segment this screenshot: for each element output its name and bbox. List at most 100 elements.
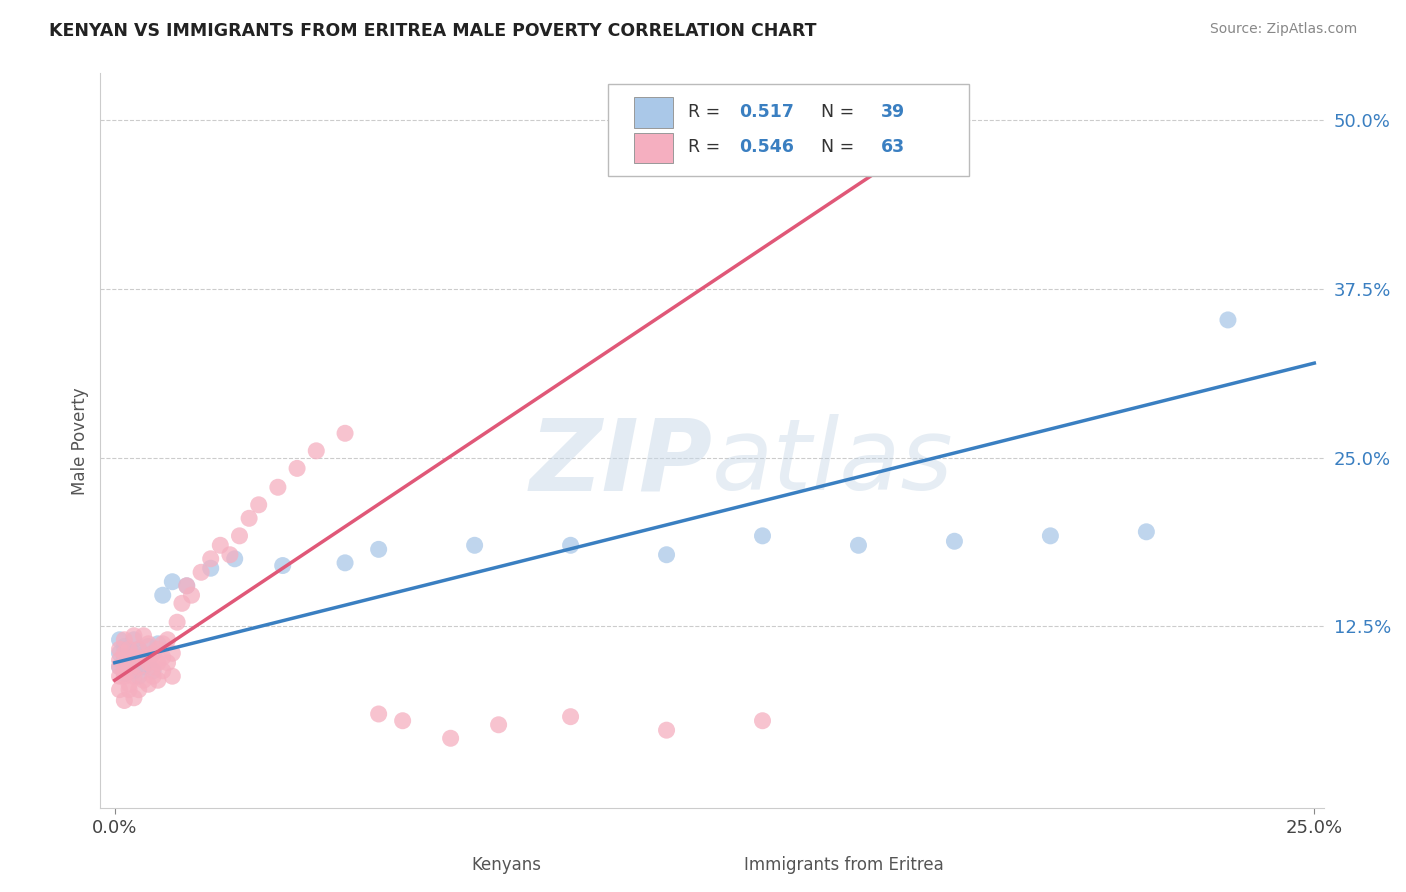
Point	[848, 538, 870, 552]
Point	[142, 646, 165, 660]
Point	[142, 664, 165, 678]
Point	[1135, 524, 1157, 539]
Point	[200, 561, 222, 575]
Y-axis label: Male Poverty: Male Poverty	[72, 387, 89, 494]
Point	[108, 646, 131, 660]
Point	[122, 650, 145, 665]
FancyBboxPatch shape	[634, 133, 673, 163]
Point	[751, 529, 773, 543]
Point	[122, 646, 145, 660]
Point	[391, 714, 413, 728]
Text: ZIP: ZIP	[529, 414, 711, 511]
Point	[118, 642, 141, 657]
Point	[112, 640, 135, 654]
Point	[122, 629, 145, 643]
Text: 39: 39	[882, 103, 905, 121]
Point	[224, 551, 246, 566]
Point	[118, 642, 141, 657]
Point	[122, 669, 145, 683]
Point	[152, 664, 174, 678]
Point	[108, 682, 131, 697]
Point	[367, 542, 389, 557]
Point	[128, 642, 150, 657]
Point	[271, 558, 294, 573]
FancyBboxPatch shape	[634, 97, 673, 128]
Point	[219, 548, 242, 562]
Point	[464, 538, 486, 552]
Text: R =: R =	[688, 103, 725, 121]
Point	[108, 642, 131, 657]
Point	[128, 659, 150, 673]
Point	[333, 556, 356, 570]
Point	[118, 656, 141, 670]
Point	[152, 588, 174, 602]
Point	[162, 574, 184, 589]
Point	[156, 656, 179, 670]
Point	[108, 659, 131, 673]
Point	[176, 579, 198, 593]
Point	[200, 551, 222, 566]
Point	[209, 538, 232, 552]
Point	[132, 650, 155, 665]
Text: Source: ZipAtlas.com: Source: ZipAtlas.com	[1209, 22, 1357, 37]
Point	[166, 615, 188, 630]
Text: N =: N =	[810, 138, 859, 156]
Point	[108, 653, 131, 667]
Point	[367, 706, 389, 721]
Text: 0.517: 0.517	[740, 103, 794, 121]
Point	[439, 731, 461, 746]
Text: 63: 63	[882, 138, 905, 156]
Point	[132, 650, 155, 665]
Point	[132, 629, 155, 643]
Point	[238, 511, 260, 525]
Point	[560, 709, 582, 723]
Point	[118, 659, 141, 673]
Point	[152, 650, 174, 665]
Point	[122, 632, 145, 647]
Point	[118, 653, 141, 667]
Point	[108, 659, 131, 673]
Text: Immigrants from Eritrea: Immigrants from Eritrea	[744, 856, 943, 874]
Text: KENYAN VS IMMIGRANTS FROM ERITREA MALE POVERTY CORRELATION CHART: KENYAN VS IMMIGRANTS FROM ERITREA MALE P…	[49, 22, 817, 40]
Point	[108, 669, 131, 683]
Text: 0.546: 0.546	[740, 138, 794, 156]
Point	[112, 693, 135, 707]
Point	[138, 640, 160, 654]
Point	[108, 632, 131, 647]
Point	[138, 677, 160, 691]
Point	[128, 669, 150, 683]
Point	[751, 714, 773, 728]
Point	[655, 548, 678, 562]
Point	[1216, 313, 1239, 327]
Point	[228, 529, 250, 543]
Point	[138, 637, 160, 651]
Text: R =: R =	[688, 138, 725, 156]
Point	[138, 656, 160, 670]
Point	[162, 669, 184, 683]
Point	[118, 677, 141, 691]
Point	[655, 723, 678, 738]
Point	[112, 653, 135, 667]
Point	[122, 664, 145, 678]
Point	[943, 534, 966, 549]
Point	[128, 642, 150, 657]
Text: Kenyans: Kenyans	[471, 856, 541, 874]
Point	[122, 690, 145, 705]
Point	[247, 498, 270, 512]
Point	[162, 646, 184, 660]
Point	[132, 673, 155, 688]
Point	[146, 637, 169, 651]
Point	[112, 666, 135, 681]
Point	[142, 669, 165, 683]
Point	[152, 637, 174, 651]
Point	[305, 443, 328, 458]
Text: atlas: atlas	[711, 414, 953, 511]
Point	[285, 461, 308, 475]
Point	[112, 632, 135, 647]
Point	[112, 646, 135, 660]
Point	[132, 659, 155, 673]
Point	[560, 538, 582, 552]
Point	[488, 718, 510, 732]
Point	[112, 664, 135, 678]
Point	[128, 682, 150, 697]
